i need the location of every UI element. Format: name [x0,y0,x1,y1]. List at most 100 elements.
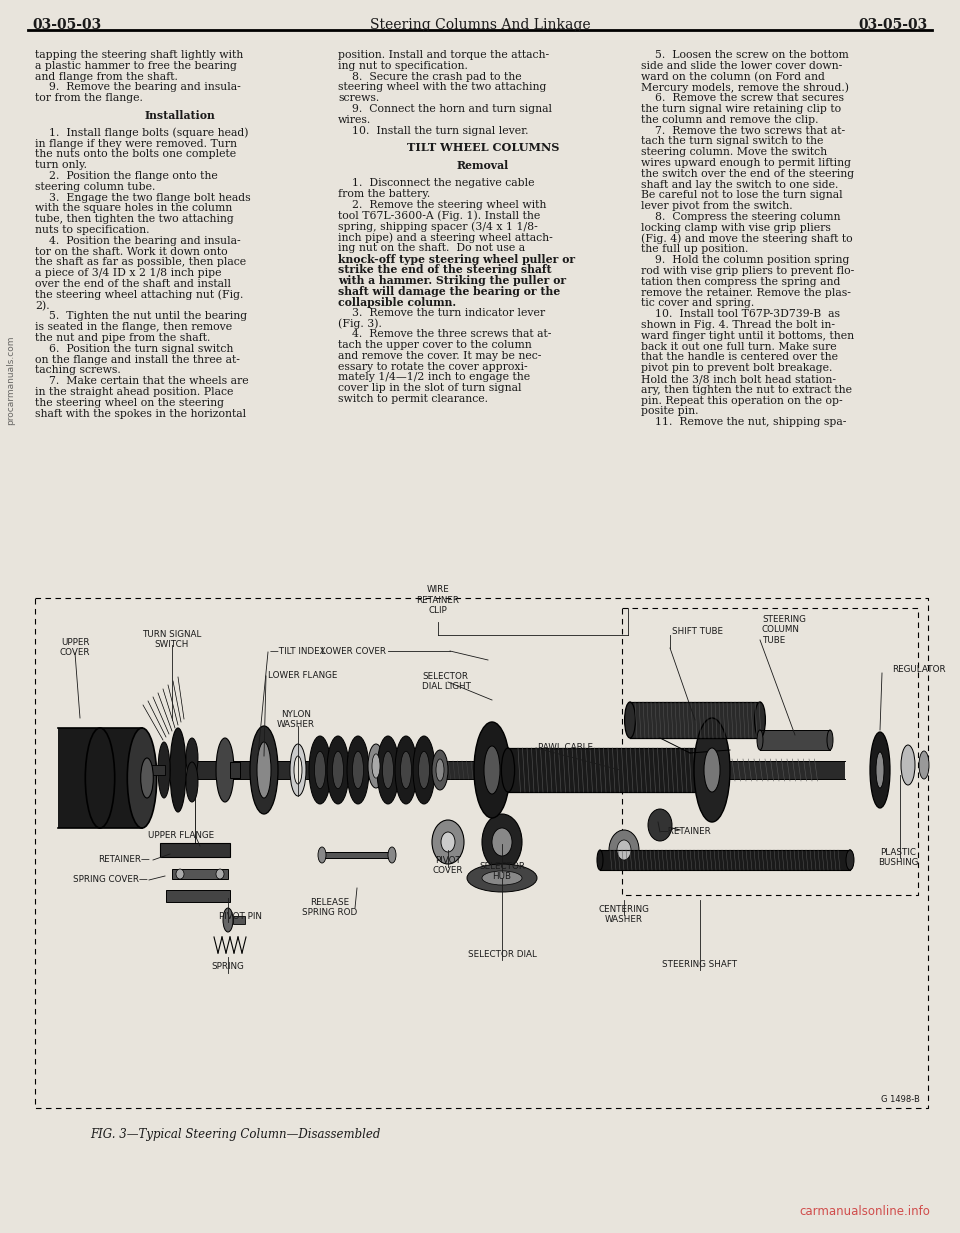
Text: wires.: wires. [338,115,372,125]
Text: 5.  Tighten the nut until the bearing: 5. Tighten the nut until the bearing [35,312,247,322]
Text: ing nut to specification.: ing nut to specification. [338,60,468,70]
Text: 1.  Disconnect the negative cable: 1. Disconnect the negative cable [338,178,535,187]
Ellipse shape [474,723,510,817]
Text: PLASTIC
BUSHING: PLASTIC BUSHING [877,848,918,867]
Text: the steering wheel on the steering: the steering wheel on the steering [35,398,224,408]
Text: SPRING: SPRING [211,962,245,972]
Text: that the handle is centered over the: that the handle is centered over the [641,353,838,363]
Text: SHIFT TUBE: SHIFT TUBE [672,628,723,636]
Text: 6.  Remove the screw that secures: 6. Remove the screw that secures [641,94,844,104]
Ellipse shape [170,727,186,813]
Ellipse shape [128,727,156,829]
Text: taching screws.: taching screws. [35,365,121,375]
Text: shown in Fig. 4. Thread the bolt in-: shown in Fig. 4. Thread the bolt in- [641,321,835,330]
Bar [58,727,142,829]
Ellipse shape [482,870,522,885]
Text: side and slide the lower cover down-: side and slide the lower cover down- [641,60,842,70]
Text: nuts to specification.: nuts to specification. [35,224,150,236]
Text: knock-off type steering wheel puller or: knock-off type steering wheel puller or [338,254,575,265]
Text: tach the turn signal switch to the: tach the turn signal switch to the [641,137,824,147]
Text: 2).: 2). [35,301,50,311]
Text: a piece of 3/4 ID x 2 1/8 inch pipe: a piece of 3/4 ID x 2 1/8 inch pipe [35,268,222,279]
Ellipse shape [419,751,429,789]
Text: CENTERING
WASHER: CENTERING WASHER [599,905,649,925]
Text: strike the end of the steering shaft: strike the end of the steering shaft [338,264,552,275]
Ellipse shape [186,762,198,801]
Text: 10.  Install the turn signal lever.: 10. Install the turn signal lever. [338,126,529,136]
Text: tor from the flange.: tor from the flange. [35,94,143,104]
Text: Installation: Installation [145,110,215,121]
Text: SELECTOR
HUB: SELECTOR HUB [479,862,525,882]
Text: switch to permit clearance.: switch to permit clearance. [338,395,488,404]
Ellipse shape [186,739,198,778]
Ellipse shape [382,751,394,789]
Text: steering column tube.: steering column tube. [35,181,156,192]
Ellipse shape [158,742,170,798]
Text: the nuts onto the bolts one complete: the nuts onto the bolts one complete [35,149,236,159]
Text: 2.  Remove the steering wheel with: 2. Remove the steering wheel with [338,200,546,210]
Bar [508,748,708,792]
Text: ward finger tight until it bottoms, then: ward finger tight until it bottoms, then [641,330,854,340]
Ellipse shape [372,753,380,778]
Ellipse shape [216,869,224,879]
Ellipse shape [250,726,278,814]
Ellipse shape [597,850,603,870]
Text: position. Install and torque the attach-: position. Install and torque the attach- [338,51,549,60]
Ellipse shape [432,750,448,790]
Ellipse shape [352,751,364,789]
Ellipse shape [617,840,631,859]
Text: 8.  Secure the crash pad to the: 8. Secure the crash pad to the [338,72,521,81]
Text: the column and remove the clip.: the column and remove the clip. [641,115,819,125]
Text: PIVOT
COVER: PIVOT COVER [433,856,464,875]
Text: REGULATOR: REGULATOR [892,665,946,674]
Text: a plastic hammer to free the bearing: a plastic hammer to free the bearing [35,60,237,70]
Text: 2.  Position the flange onto the: 2. Position the flange onto the [35,171,218,181]
Text: Be careful not to lose the turn signal: Be careful not to lose the turn signal [641,190,843,201]
Text: the turn signal wire retaining clip to: the turn signal wire retaining clip to [641,104,841,113]
Ellipse shape [432,820,464,864]
Text: Removal: Removal [457,160,509,171]
Text: 9.  Remove the bearing and insula-: 9. Remove the bearing and insula- [35,83,241,92]
Ellipse shape [704,748,720,792]
Ellipse shape [347,736,369,804]
Ellipse shape [625,702,636,739]
Ellipse shape [441,832,455,852]
Text: procarmanuals.com: procarmanuals.com [7,335,15,424]
Text: in flange if they were removed. Turn: in flange if they were removed. Turn [35,138,237,148]
Text: 6.  Position the turn signal switch: 6. Position the turn signal switch [35,344,233,354]
Text: on the flange and install the three at-: on the flange and install the three at- [35,355,240,365]
Bar [600,850,850,870]
Text: collapsible column.: collapsible column. [338,297,456,308]
Text: PAWL CABLE: PAWL CABLE [538,743,593,752]
Bar [150,764,165,776]
Text: shaft will damage the bearing or the: shaft will damage the bearing or the [338,286,561,297]
Text: tach the upper cover to the column: tach the upper cover to the column [338,340,532,350]
Text: 03-05-03: 03-05-03 [859,18,928,32]
Text: 7.  Make certain that the wheels are: 7. Make certain that the wheels are [35,376,249,386]
Ellipse shape [327,736,349,804]
Ellipse shape [467,864,537,891]
Text: —TILT INDEX: —TILT INDEX [270,647,325,656]
Ellipse shape [141,758,154,798]
Bar [156,727,200,813]
Text: 7.  Remove the two screws that at-: 7. Remove the two screws that at- [641,126,845,136]
Ellipse shape [368,743,384,788]
Ellipse shape [436,760,444,780]
Bar [230,762,240,778]
Bar [233,916,245,924]
Text: STEERING
COLUMN
TUBE: STEERING COLUMN TUBE [762,615,805,645]
Text: 9.  Hold the column position spring: 9. Hold the column position spring [641,255,850,265]
Text: with a hammer. Striking the puller or: with a hammer. Striking the puller or [338,275,566,286]
Text: 11.  Remove the nut, shipping spa-: 11. Remove the nut, shipping spa- [641,417,847,427]
Ellipse shape [901,745,915,785]
Ellipse shape [257,742,271,798]
Text: with the square holes in the column: with the square holes in the column [35,203,232,213]
Text: the full up position.: the full up position. [641,244,749,254]
Text: TILT WHEEL COLUMNS: TILT WHEEL COLUMNS [407,142,559,153]
Text: 9.  Connect the horn and turn signal: 9. Connect the horn and turn signal [338,104,552,113]
Bar [166,890,230,903]
Ellipse shape [757,730,763,750]
Bar [188,761,845,779]
Text: NYLON
WASHER: NYLON WASHER [277,710,315,730]
Text: pin. Repeat this operation on the op-: pin. Repeat this operation on the op- [641,396,843,406]
